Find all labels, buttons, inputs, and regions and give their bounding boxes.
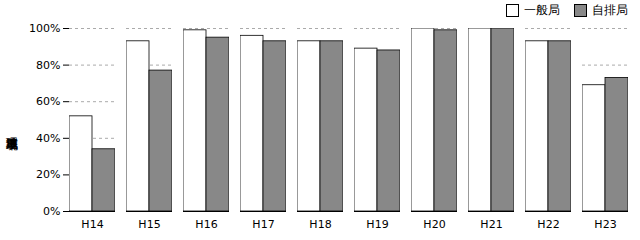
html-text:一般局: 一般局 [524, 2, 560, 17]
svg-text:100%: 100% [29, 22, 60, 35]
svg-text:40%: 40% [36, 132, 60, 145]
svg-text:H23: H23 [594, 218, 616, 231]
svg-text:60%: 60% [36, 95, 60, 108]
svg-text:80%: 80% [36, 59, 60, 72]
svg-text:H18: H18 [309, 218, 331, 231]
svg-text:0%: 0% [43, 205, 60, 218]
svg-text:20%: 20% [36, 168, 60, 181]
svg-text:H16: H16 [195, 218, 217, 231]
svg-text:H15: H15 [138, 218, 160, 231]
svg-text:H20: H20 [423, 218, 445, 231]
html-text:環境基準達成率: 環境基準達成率 [5, 127, 19, 128]
html-text:自排局: 自排局 [592, 2, 628, 17]
svg-text:H22: H22 [537, 218, 559, 231]
svg-text:H17: H17 [252, 218, 274, 231]
svg-text:H14: H14 [81, 218, 103, 231]
svg-text:H19: H19 [366, 218, 388, 231]
svg-text:H21: H21 [480, 218, 502, 231]
